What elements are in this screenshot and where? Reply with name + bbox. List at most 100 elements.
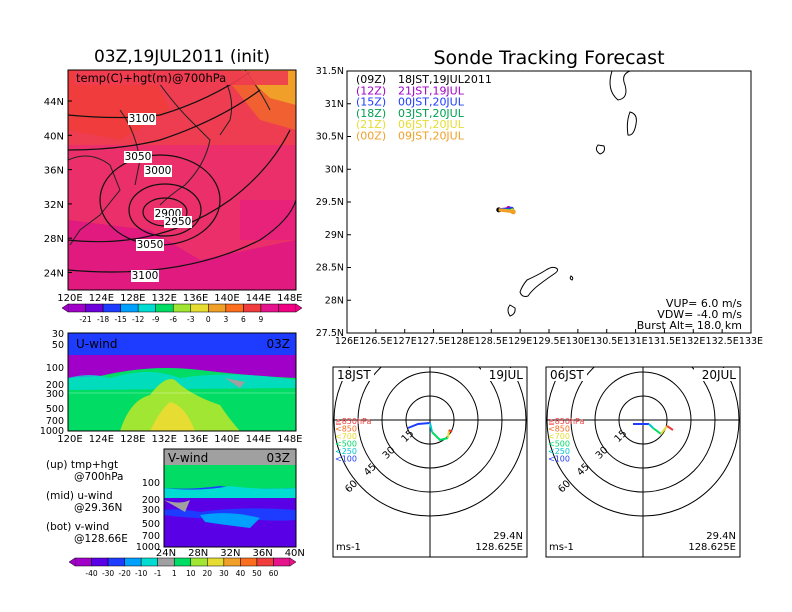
- map-frame: [67, 69, 297, 291]
- legend-utc: (18Z): [356, 107, 386, 120]
- pressure-tick-label: 1000: [136, 542, 160, 553]
- label-bg: [547, 368, 587, 381]
- colorbar-arrow-right: [295, 303, 303, 313]
- legend-jst: 21JST,19JUL: [398, 84, 465, 97]
- lat-tick-label: 30.5N: [316, 132, 344, 143]
- contour-label-bg: [128, 113, 156, 125]
- lon-tick-label: 124E: [89, 434, 114, 445]
- lon-tick-label: 131E: [624, 336, 648, 347]
- u-wind-frame: [67, 332, 297, 432]
- colorbar-swatch: [173, 557, 192, 567]
- pressure-tick-label: 700: [46, 416, 64, 427]
- panel-notes: (up) tmp+hgt@700hPa (mid) u-wind@29.36N (b…: [46, 459, 128, 545]
- note-line: @29.36N: [74, 502, 122, 514]
- colorbar-label: -10: [135, 569, 147, 578]
- lon-tick-label: 130.5E: [590, 336, 623, 347]
- lon-tick-label: 132E: [151, 434, 176, 445]
- colorbar-swatch: [67, 303, 86, 313]
- colorbar-swatch: [157, 557, 175, 567]
- colorbar-swatch: [74, 557, 92, 567]
- lat-label: 29.4N: [493, 531, 523, 542]
- pressure-legend-item: <500: [335, 440, 357, 449]
- map-label: temp(C)+hgt(m)@700hPa: [76, 71, 226, 85]
- contour-label: 3100: [132, 270, 159, 282]
- lat-tick-label: 40N: [285, 548, 305, 559]
- lon-tick-label: 148E: [277, 293, 302, 304]
- lon-tick-label: 130E: [566, 336, 590, 347]
- track-point: [510, 209, 516, 215]
- lon-tick-label: 131.5E: [648, 336, 681, 347]
- colorbar-swatch: [190, 303, 209, 313]
- legend-jst: 00JST,20JUL: [398, 96, 465, 109]
- lon-tick-label: 126E: [335, 336, 359, 347]
- wind-trace: [660, 425, 668, 435]
- v-wind-label: V-wind: [168, 451, 208, 465]
- lon-tick-label: 126.5E: [359, 336, 392, 347]
- pressure-tick-label: 50: [52, 340, 64, 351]
- colorbar-label: 3: [223, 315, 228, 324]
- contour-label: 2950: [165, 216, 192, 228]
- legend-utc: (09Z): [356, 73, 386, 86]
- legend-utc: (21Z): [356, 118, 386, 131]
- temperature-map: [68, 70, 296, 290]
- colorbar-arrow-right: [289, 557, 297, 567]
- v-wind-time: 03Z: [267, 451, 291, 465]
- colorbar-label: 9: [259, 315, 264, 324]
- lon-tick-label: 132.5E: [706, 336, 739, 347]
- lon-tick-label: 128E: [120, 434, 145, 445]
- date-label: 20JUL: [702, 368, 737, 382]
- colorbar-swatch: [120, 303, 139, 313]
- pressure-tick-label: 100: [142, 478, 160, 489]
- lon-tick-label: 140E: [214, 434, 239, 445]
- temperature-colorbar: -21 -18 -15 -12 -9 -6 -3 0 3 6 9: [61, 303, 303, 324]
- colorbar-swatch: [172, 303, 192, 313]
- lon-tick-label: 128E: [450, 336, 474, 347]
- pressure-legend-item: ≧850hPa: [335, 417, 372, 426]
- hodograph-rings: [333, 367, 527, 557]
- lon-tick-label: 124E: [89, 293, 114, 304]
- lon-tick-label: 120E: [57, 434, 82, 445]
- lon-tick-label: 136E: [183, 293, 208, 304]
- pressure-tick-label: 300: [46, 389, 64, 400]
- lon-tick-label: 132E: [681, 336, 705, 347]
- pressure-legend-item: <700: [548, 432, 570, 441]
- lat-tick-label: 29N: [325, 230, 344, 241]
- lon-tick-label: 136E: [183, 434, 208, 445]
- contour-label-bg: [164, 216, 192, 228]
- pressure-tick-label: 300: [142, 505, 160, 516]
- track-legend: (09Z) 18JST,19JUL2011 (12Z) 21JST,19JUL (15Z…: [356, 73, 492, 143]
- unit-label: ms-1: [549, 542, 574, 553]
- lat-tick-label: 31N: [325, 99, 344, 110]
- wind-trace: [666, 425, 674, 431]
- note-line: @128.66E: [74, 533, 128, 545]
- legend-utc: (12Z): [356, 84, 386, 97]
- wind-trace: [407, 422, 431, 429]
- burst-text: Burst Alt= 18.0 km: [637, 319, 742, 332]
- note-line: (up) tmp+hgt: [46, 459, 118, 471]
- wind-trace: [447, 429, 450, 439]
- colorbar-arrow-left: [68, 557, 76, 567]
- lon-tick-label: 128E: [120, 293, 145, 304]
- contour-label-bg: [136, 239, 164, 251]
- colorbar-arrow-left: [61, 303, 69, 313]
- v-wind-frame: [163, 448, 297, 548]
- colorbar-label: -1: [154, 569, 162, 578]
- label-bg: [334, 368, 374, 381]
- u-wind-time: 03Z: [267, 337, 291, 351]
- lat-tick-label: 24N: [44, 269, 64, 280]
- time-label: 18JST: [337, 368, 371, 382]
- pressure-tick-label: 500: [46, 404, 64, 415]
- left-title: 03Z,19JUL2011 (init): [94, 47, 270, 67]
- island-outlines: [507, 70, 637, 317]
- colorbar-label: -21: [79, 315, 91, 324]
- pressure-legend-item: <100: [335, 455, 357, 464]
- colorbar-swatch: [207, 557, 225, 567]
- contour-label: 3100: [129, 113, 156, 125]
- legend-jst: 09JST,20JUL: [398, 130, 465, 143]
- colorbar-swatch: [256, 557, 274, 567]
- note-line: (mid) u-wind: [46, 490, 113, 502]
- lon-tick-label: 129E: [508, 336, 532, 347]
- note-line: (bot) v-wind: [46, 521, 109, 533]
